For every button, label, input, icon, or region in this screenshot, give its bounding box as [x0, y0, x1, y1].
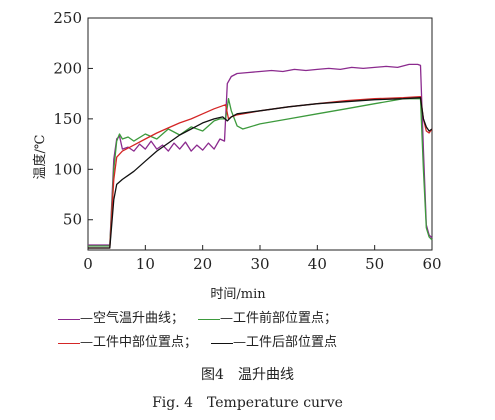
y-tick-label: 50: [63, 211, 82, 229]
legend-row-1: —空气温升曲线； —工件前部位置点；: [58, 310, 488, 328]
plot-frame: [87, 17, 433, 251]
x-tick-label: 30: [250, 255, 269, 273]
x-axis-label: 时间/min: [210, 287, 266, 302]
plot-border: [87, 17, 433, 251]
axis-ticks: 0 10 20 30 40 50 60 50 100 150 200 250: [53, 9, 441, 273]
legend-swatch-air: [58, 318, 80, 320]
series-middle-point: [88, 96, 433, 249]
legend: —空气温升曲线； —工件前部位置点； —工件中部位置点； —工件后部位置点: [58, 310, 488, 352]
y-tick-label: 250: [53, 9, 82, 27]
y-tick-label: 200: [53, 59, 82, 77]
series-layer: [88, 63, 433, 249]
x-tick-label: 50: [365, 255, 384, 273]
figure-caption-en: Fig. 4 Temperature curve: [152, 395, 343, 411]
legend-label-front: —工件前部位置点；: [220, 311, 338, 326]
series-air-curve: [88, 63, 433, 246]
x-tick-label: 40: [308, 255, 327, 273]
legend-row-2: —工件中部位置点； —工件后部位置点: [58, 334, 488, 352]
series-front-point: [88, 98, 433, 247]
temperature-chart: 0 10 20 30 40 50 60 50 100 150 200 250 时间/min 温度/℃: [32, 9, 442, 302]
series-rear-point: [88, 97, 433, 249]
y-tick-label: 150: [53, 110, 82, 128]
legend-label-air: —空气温升曲线；: [80, 311, 185, 326]
x-tick-label: 0: [83, 255, 93, 273]
y-axis-label: 温度/℃: [32, 135, 48, 180]
x-tick-label: 20: [193, 255, 212, 273]
legend-swatch-rear: [211, 342, 234, 344]
legend-label-rear: —工件后部位置点: [233, 335, 338, 350]
y-tick-label: 100: [53, 160, 82, 178]
figure-caption-cn: 图4 温升曲线: [201, 367, 294, 383]
x-tick-label: 60: [422, 255, 441, 273]
x-tick-label: 10: [136, 255, 155, 273]
legend-swatch-middle: [58, 342, 80, 344]
legend-label-middle: —工件中部位置点；: [80, 335, 198, 350]
legend-swatch-front: [198, 318, 221, 320]
